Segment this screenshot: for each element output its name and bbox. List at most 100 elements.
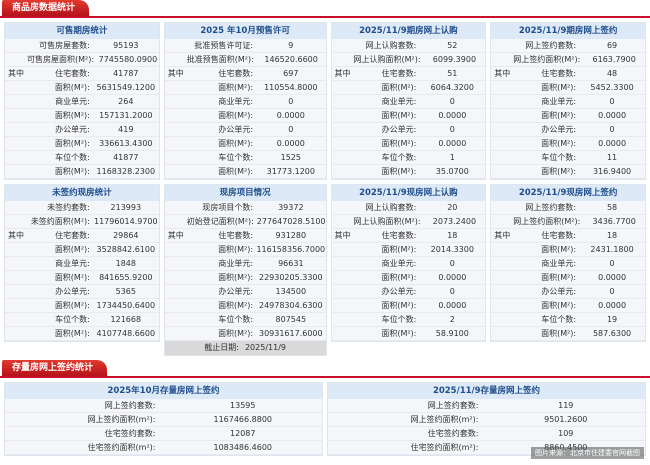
row-label: 面积(M²): (218, 167, 254, 176)
row-label: 网上认购套数: (365, 41, 417, 50)
data-row: 其中 住宅套数: 51 (331, 67, 486, 81)
spacer (165, 95, 187, 109)
row-value: 58 (606, 203, 618, 212)
spacer (5, 285, 27, 299)
spacer (5, 39, 27, 53)
row-label: 车位个数: (55, 153, 90, 162)
footer-row: 截止日期: 2025/11/9 (164, 341, 326, 355)
row-value: 2 (449, 315, 455, 324)
row-value: 1167466.8800 (213, 415, 273, 424)
data-row: 未签约面积(M²): 11796014.9700 (5, 215, 159, 229)
spacer (491, 165, 513, 179)
spacer (491, 137, 513, 151)
spacer (491, 285, 513, 299)
row-value: 22930205.3300 (258, 273, 323, 282)
section-title: 存量房网上签约统计 (2, 360, 108, 376)
spacer (165, 313, 187, 327)
data-row: 商业单元: 0 (331, 257, 486, 271)
panel: 2025/11/9期房网上签约 网上签约套数: 69 网上签约面积(M²): 6163.… (490, 22, 646, 180)
row-label: 未签约面积(M²): (30, 217, 90, 226)
panel: 2025/11/9现房网上签约 网上签约套数: 58 网上签约面积(M²): 3436.… (490, 184, 646, 342)
footer-label: 截止日期: (204, 343, 239, 352)
panel: 2025 年10月预售许可 批准预售许可证: 9 批准预售面积(M²): 146520.… (163, 22, 327, 180)
data-row: 可售房屋面积(M²): 7745580.0900 (5, 53, 159, 67)
row-label: 住宅套数: (381, 231, 417, 240)
data-row: 面积(M²): 0.0000 (331, 137, 486, 151)
data-row: 商业单元: 0 (331, 95, 486, 109)
row-value: 58.9100 (435, 329, 469, 338)
data-row: 面积(M²): 336613.4300 (5, 137, 159, 151)
row-value: 6099.3900 (432, 55, 477, 64)
data-row: 面积(M²): 31773.1200 (164, 165, 326, 179)
row-label: 住宅签约面积(m²): (410, 443, 479, 452)
spacer (5, 109, 27, 123)
spacer (332, 165, 354, 179)
row-value: 264 (118, 97, 134, 106)
row-value: 1 (449, 153, 455, 162)
row-label: 住宅签约套数: (427, 429, 479, 438)
data-row: 面积(M²): 30931617.6000 (164, 327, 326, 341)
row-label: 面积(M²): (218, 329, 254, 338)
data-row: 面积(M²): 841655.9200 (5, 271, 159, 285)
data-row: 住宅签约套数: 12087 (5, 427, 322, 441)
spacer (165, 109, 187, 123)
row-label: 住宅套数: (55, 231, 90, 240)
spacer (332, 81, 354, 95)
row-value: 0.0000 (598, 301, 627, 310)
row-label: 办公单元: (218, 125, 254, 134)
data-row: 面积(M²): 0.0000 (491, 299, 645, 313)
data-row: 网上签约套数: 69 (491, 39, 645, 53)
spacer (491, 257, 513, 271)
spacer (491, 327, 513, 341)
data-row: 网上签约套数: 119 (328, 399, 645, 413)
spacer (332, 299, 354, 313)
panel-title: 可售期房统计 (5, 23, 159, 39)
row-value: 51 (447, 69, 458, 78)
panel-title: 2025/11/9期房网上签约 (491, 23, 645, 39)
row-label: 网上认购套数: (365, 203, 417, 212)
row-value: 29864 (113, 231, 139, 240)
data-row: 面积(M²): 0.0000 (331, 299, 486, 313)
row-label: 网上签约面积(m²): (410, 415, 479, 424)
watermark: 图片来源：北京市住建委官网截图 (531, 447, 644, 459)
row-label: 网上认购面积(M²): (353, 217, 421, 226)
row-prefix: 其中 (494, 69, 511, 78)
row-label: 面积(M²): (381, 329, 417, 338)
row-value: 5452.3300 (590, 83, 634, 92)
row-label: 面积(M²): (541, 245, 577, 254)
footer-value: 2025/11/9 (244, 343, 286, 352)
panel-title: 2025/11/9期房网上认购 (331, 23, 486, 39)
row-label: 商业单元: (381, 259, 417, 268)
spacer (5, 165, 27, 179)
data-row: 面积(M²): 2431.1800 (491, 243, 645, 257)
row-value: 2073.2400 (432, 217, 477, 226)
data-row: 网上签约面积(M²): 6163.7900 (491, 53, 645, 67)
row-value: 277647028.5100 (256, 217, 326, 226)
data-row: 网上签约面积(M²): 3436.7700 (491, 215, 645, 229)
row-value: 0 (609, 259, 615, 268)
row-value: 0.0000 (438, 273, 467, 282)
data-row: 批准预售面积(M²): 146520.6600 (164, 53, 326, 67)
spacer (5, 123, 27, 137)
spacer (491, 243, 513, 257)
spacer (491, 123, 513, 137)
data-row: 面积(M²): 0.0000 (164, 109, 326, 123)
data-row: 批准预售许可证: 9 (164, 39, 326, 53)
spacer (5, 327, 27, 341)
row-label: 面积(M²): (541, 139, 577, 148)
row-label: 住宅套数: (381, 69, 417, 78)
row-value: 119 (558, 401, 574, 410)
row-label: 面积(M²): (54, 301, 90, 310)
data-row: 办公单元: 0 (331, 285, 486, 299)
panel: 可售期房统计 可售房屋套数: 95193 可售房屋面积(M²): 7745580.090… (4, 22, 160, 180)
row-label: 批准预售许可证: (194, 41, 254, 50)
row-value: 697 (283, 69, 299, 78)
row-value: 52 (447, 41, 458, 50)
row-value: 5365 (115, 287, 136, 296)
data-row: 车位个数: 121668 (5, 313, 159, 327)
row-value: 6064.3200 (430, 83, 474, 92)
row-label: 网上签约套数: (525, 203, 577, 212)
row-label: 网上签约套数: (525, 41, 577, 50)
row-label: 面积(M²): (381, 273, 417, 282)
row-value: 1168328.2300 (96, 167, 156, 176)
